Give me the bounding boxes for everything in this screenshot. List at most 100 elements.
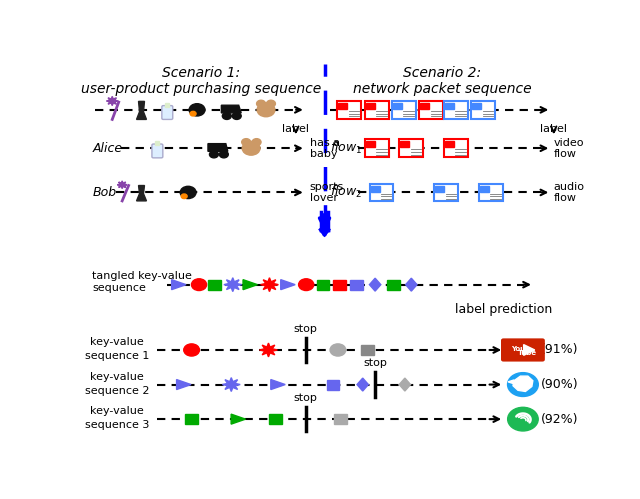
Bar [420, 103, 429, 109]
Text: (90%): (90%) [541, 378, 579, 391]
Bar [393, 103, 402, 109]
FancyBboxPatch shape [162, 106, 173, 119]
Text: Tube: Tube [518, 350, 538, 356]
Bar [365, 103, 374, 109]
Polygon shape [271, 380, 285, 390]
FancyBboxPatch shape [434, 184, 458, 201]
Bar [350, 279, 363, 289]
Text: key-value: key-value [90, 337, 144, 347]
Bar [371, 186, 380, 192]
Bar [435, 186, 444, 192]
Text: You: You [511, 346, 525, 352]
Text: sequence 2: sequence 2 [85, 386, 150, 396]
Bar [445, 103, 454, 109]
Text: stop: stop [363, 358, 387, 368]
Text: sequence: sequence [92, 283, 147, 293]
Text: Alice: Alice [92, 142, 122, 155]
FancyBboxPatch shape [399, 139, 423, 157]
Bar [401, 141, 410, 148]
FancyBboxPatch shape [152, 144, 163, 158]
Circle shape [189, 104, 205, 116]
FancyBboxPatch shape [501, 338, 545, 362]
FancyBboxPatch shape [471, 101, 495, 119]
Polygon shape [224, 278, 242, 291]
Polygon shape [106, 96, 118, 106]
Bar [480, 186, 489, 192]
Text: label: label [540, 124, 567, 134]
Text: sequence 3: sequence 3 [85, 420, 149, 430]
Text: flow: flow [554, 193, 577, 203]
Polygon shape [508, 380, 514, 384]
Text: label: label [282, 124, 309, 134]
Circle shape [257, 103, 275, 117]
FancyBboxPatch shape [365, 101, 388, 119]
Polygon shape [281, 279, 295, 289]
Text: Scenario 1:
user-product purchasing sequence: Scenario 1: user-product purchasing sequ… [81, 66, 322, 96]
Text: key-value: key-value [90, 372, 144, 382]
Circle shape [220, 151, 228, 158]
Circle shape [180, 186, 196, 199]
Circle shape [252, 139, 261, 146]
FancyBboxPatch shape [479, 184, 502, 201]
Polygon shape [524, 345, 535, 355]
Polygon shape [260, 343, 277, 357]
Text: tangled key-value: tangled key-value [92, 271, 192, 281]
FancyBboxPatch shape [365, 139, 388, 157]
Polygon shape [231, 414, 246, 424]
Circle shape [181, 194, 187, 199]
Bar [317, 279, 330, 289]
Polygon shape [136, 101, 147, 119]
Polygon shape [513, 376, 533, 392]
Polygon shape [369, 278, 381, 291]
Circle shape [299, 279, 314, 290]
Circle shape [508, 373, 538, 397]
Polygon shape [399, 378, 411, 391]
Text: baby: baby [310, 149, 337, 159]
Circle shape [257, 100, 266, 107]
Polygon shape [117, 181, 127, 189]
FancyBboxPatch shape [444, 139, 468, 157]
Bar [185, 414, 198, 424]
FancyBboxPatch shape [370, 184, 394, 201]
Circle shape [330, 344, 346, 356]
Polygon shape [222, 378, 240, 392]
FancyBboxPatch shape [419, 101, 443, 119]
Circle shape [209, 151, 218, 158]
Polygon shape [208, 144, 228, 151]
Bar [209, 279, 221, 289]
Bar [333, 279, 346, 289]
Circle shape [242, 139, 251, 146]
Bar [365, 141, 374, 148]
Bar [165, 103, 170, 107]
Text: flow$_1$: flow$_1$ [330, 140, 363, 156]
Circle shape [184, 344, 200, 356]
Bar [334, 414, 347, 424]
Text: video: video [554, 138, 584, 148]
Circle shape [232, 112, 241, 119]
Circle shape [242, 141, 260, 155]
Bar [387, 279, 400, 289]
Text: (92%): (92%) [541, 413, 579, 426]
FancyBboxPatch shape [337, 101, 361, 119]
Bar [472, 103, 481, 109]
Circle shape [191, 279, 207, 290]
FancyBboxPatch shape [392, 101, 416, 119]
Polygon shape [177, 380, 191, 390]
Bar [339, 103, 348, 109]
Text: audio: audio [554, 183, 585, 193]
Polygon shape [172, 279, 186, 289]
Text: lover: lover [310, 193, 338, 203]
FancyBboxPatch shape [444, 101, 468, 119]
Text: stop: stop [294, 393, 317, 403]
Polygon shape [357, 378, 369, 391]
Polygon shape [406, 278, 417, 291]
Text: Bob: Bob [92, 186, 116, 199]
Bar [361, 345, 374, 355]
Polygon shape [136, 186, 147, 201]
Text: sequence 1: sequence 1 [85, 351, 149, 361]
Text: has a: has a [310, 138, 340, 148]
Circle shape [190, 111, 196, 116]
Bar [326, 380, 339, 390]
Circle shape [222, 112, 231, 119]
Text: Scenario 2:
network packet sequence: Scenario 2: network packet sequence [353, 66, 531, 96]
